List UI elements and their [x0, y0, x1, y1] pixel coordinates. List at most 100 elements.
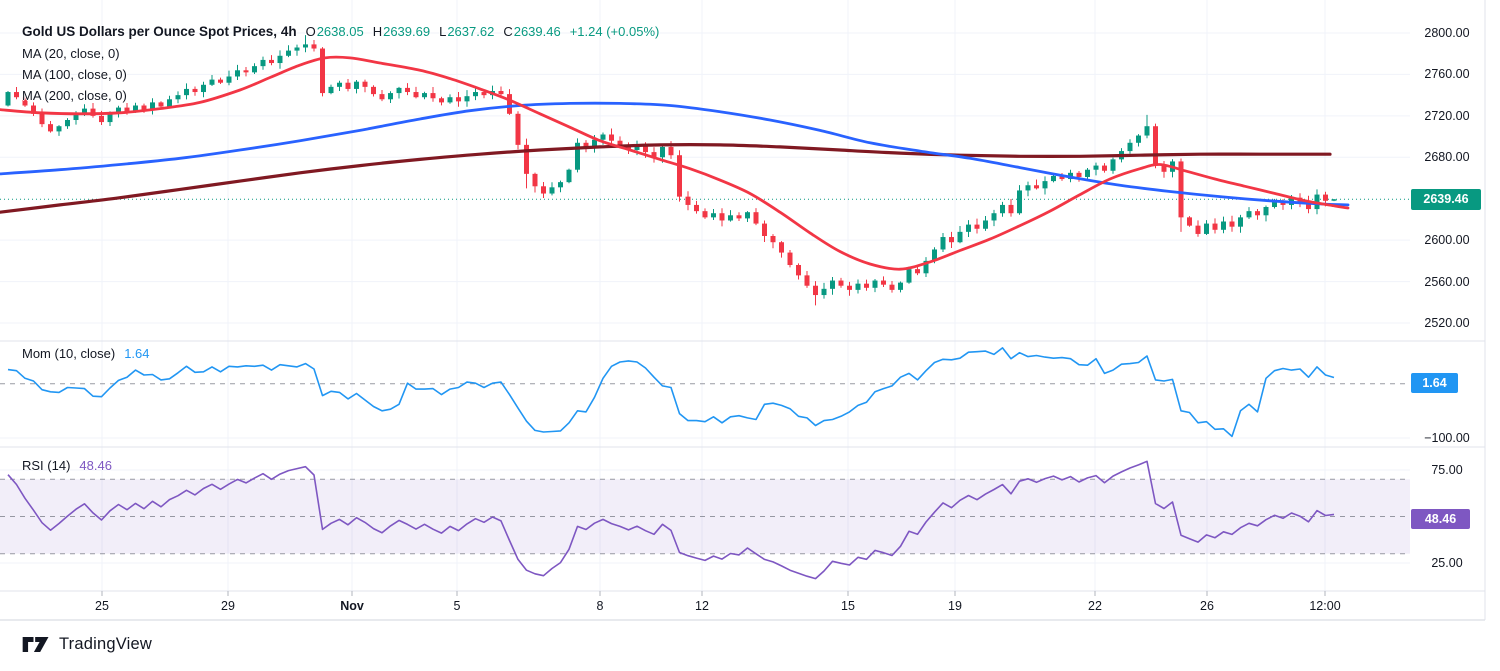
mom-line — [7, 347, 1335, 438]
candle-body — [1153, 126, 1158, 166]
candle-body — [39, 113, 45, 125]
candle-body — [48, 124, 53, 132]
candle-body — [617, 140, 623, 145]
candle-body — [498, 91, 504, 95]
ma200-line — [0, 143, 1332, 214]
candle-body — [736, 215, 742, 219]
candle-body — [745, 212, 750, 219]
candle-body — [192, 88, 198, 93]
candle-body — [1051, 175, 1056, 182]
candle-body — [260, 59, 266, 67]
candle-body — [719, 213, 725, 221]
mom-indicator-legend[interactable]: Mom (10, close) 1.64 — [22, 346, 150, 361]
momentum-panel[interactable] — [0, 347, 1410, 438]
candle-body — [770, 236, 776, 243]
legend-ma-row-100[interactable]: MA (100, close, 0) — [22, 67, 127, 82]
price-axis-scale[interactable] — [1410, 0, 1485, 591]
price-axis-label: 2800.00 — [1424, 26, 1470, 40]
candle-body — [1238, 217, 1243, 227]
candle-body — [473, 92, 478, 97]
time-axis-label: 25 — [95, 599, 109, 613]
price-axis-label: 2520.00 — [1424, 316, 1470, 330]
candle-body — [940, 237, 946, 250]
candle-body — [685, 196, 691, 205]
candle-body — [1000, 204, 1005, 214]
price-axis-label: 2560.00 — [1424, 274, 1470, 289]
candle-body — [90, 108, 96, 116]
tradingview-logo[interactable]: TradingView — [21, 635, 152, 654]
candle-body — [1306, 201, 1311, 210]
candle-body — [583, 142, 589, 148]
candle-body — [634, 145, 640, 151]
legend-ma-row-20[interactable]: MA (20, close, 0) — [22, 46, 120, 61]
rsi-panel[interactable] — [0, 460, 1410, 580]
candle-body — [226, 76, 232, 83]
time-axis-label: 8 — [596, 599, 604, 613]
candle-body — [158, 102, 164, 107]
rsi-band — [0, 479, 1410, 554]
candle-body — [804, 275, 810, 286]
candle-body — [915, 269, 920, 274]
rsi-axis-label: 75.00 — [1431, 463, 1463, 477]
rsi-label: RSI (14) — [22, 458, 71, 473]
time-axis-label: Nov — [340, 599, 364, 613]
candle-body — [600, 134, 606, 140]
time-axis-label: 26 — [1200, 599, 1214, 613]
candle-body — [439, 98, 444, 103]
rsi-line — [7, 460, 1335, 580]
candle-body — [1008, 204, 1014, 214]
candle-body — [1110, 159, 1116, 171]
candle-body — [1136, 135, 1141, 143]
candle-body — [524, 144, 529, 174]
rsi-axis-label: 25.00 — [1431, 556, 1463, 570]
rsi-indicator-legend[interactable]: RSI (14) 48.46 — [22, 458, 112, 473]
price-axis-label: 2720.00 — [1424, 108, 1470, 123]
candle-body — [1204, 223, 1209, 234]
candle-body — [413, 92, 419, 98]
main-price-panel[interactable] — [0, 35, 1410, 306]
rsi-value: 48.46 — [79, 458, 112, 473]
candle-body — [1085, 169, 1090, 177]
candle-body — [328, 86, 334, 94]
candle-body — [141, 105, 147, 110]
candle-body — [1059, 175, 1065, 180]
main-series-legend[interactable]: Gold US Dollars per Ounce Spot Prices, 4… — [22, 24, 659, 39]
candle-body — [549, 187, 555, 194]
candle-body — [320, 48, 325, 94]
candle-body — [311, 44, 317, 49]
candle-body — [481, 92, 487, 96]
candle-body — [362, 81, 368, 87]
candle-body — [1017, 190, 1022, 214]
candle-body — [609, 134, 614, 141]
candle-body — [235, 70, 240, 77]
candle-body — [31, 105, 36, 114]
legend-ma-row-200[interactable]: MA (200, close, 0) — [22, 88, 127, 103]
candle-body — [1187, 217, 1192, 226]
candle-body — [1255, 211, 1260, 216]
candle-body — [796, 265, 801, 276]
ma100-line — [0, 101, 1350, 207]
candle-body — [1127, 142, 1133, 152]
candle-body — [1195, 225, 1201, 234]
candle-body — [651, 152, 657, 158]
candle-body — [957, 231, 963, 243]
candle-body — [855, 283, 861, 290]
candle-body — [592, 139, 597, 148]
candle-body — [1246, 211, 1252, 218]
candle-body — [983, 220, 988, 229]
candle-body — [643, 145, 648, 153]
price-axis-label: 2760.00 — [1424, 67, 1470, 82]
price-axis-label: 2680.00 — [1424, 150, 1470, 165]
ohlc-low: L 2637.62 — [439, 24, 495, 39]
candle-body — [201, 84, 206, 93]
candle-body — [906, 269, 912, 283]
candle-body — [1323, 194, 1328, 201]
candle-body — [371, 86, 376, 95]
candle-body — [532, 173, 538, 187]
candle-body — [974, 224, 980, 229]
mom-axis-label: −100.00 — [1424, 431, 1470, 445]
candle-body — [949, 237, 954, 243]
candle-body — [728, 215, 733, 221]
candle-body — [898, 282, 903, 290]
